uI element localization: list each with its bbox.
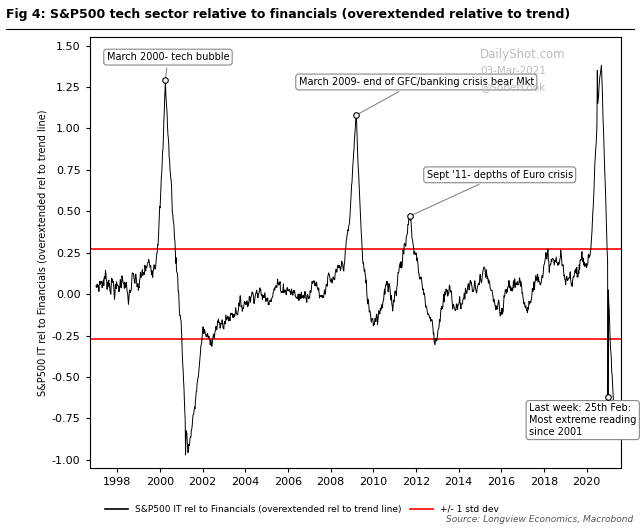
Text: Last week: 25th Feb:
Most extreme reading
since 2001: Last week: 25th Feb: Most extreme readin… xyxy=(529,397,636,437)
Text: Source: Longview Economics, Macrobond: Source: Longview Economics, Macrobond xyxy=(446,515,634,524)
Text: Fig 4: S&P500 tech sector relative to financials (overextended relative to trend: Fig 4: S&P500 tech sector relative to fi… xyxy=(6,8,571,21)
Text: DailyShot.com: DailyShot.com xyxy=(480,48,566,61)
Text: 03-Mar-2021: 03-Mar-2021 xyxy=(480,66,546,77)
Text: @SoberLook: @SoberLook xyxy=(480,82,545,93)
Text: Sept '11- depths of Euro crisis: Sept '11- depths of Euro crisis xyxy=(412,170,573,215)
Text: March 2000- tech bubble: March 2000- tech bubble xyxy=(107,52,229,78)
Text: March 2009- end of GFC/banking crisis bear Mkt: March 2009- end of GFC/banking crisis be… xyxy=(299,77,534,114)
Legend: S&P500 IT rel to Financials (overextended rel to trend line), +/- 1 std dev: S&P500 IT rel to Financials (overextende… xyxy=(102,501,502,518)
Y-axis label: S&P500 IT rel to Financials (overextended rel to trend line): S&P500 IT rel to Financials (overextende… xyxy=(38,110,47,396)
